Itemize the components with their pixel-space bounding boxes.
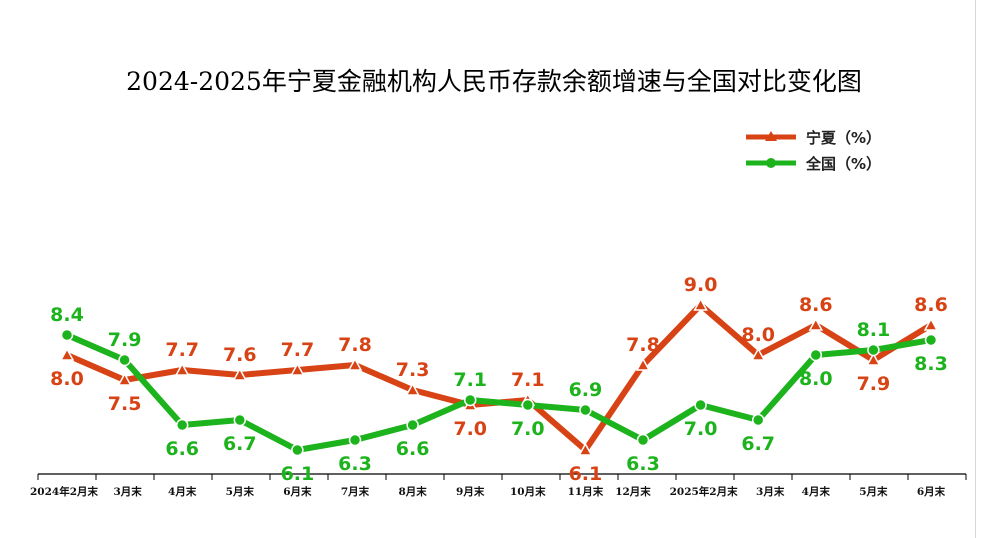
legend-swatch-national <box>746 158 796 168</box>
data-label-ningxia: 7.9 <box>857 373 891 395</box>
data-point-ningxia <box>808 317 824 331</box>
data-label-national: 7.9 <box>108 329 142 351</box>
legend: 宁夏（%） 全国（%） <box>744 124 881 176</box>
x-tick-label: 9月末 <box>456 485 485 498</box>
x-tick-label: 5月末 <box>226 485 255 498</box>
data-point-ningxia <box>693 297 708 311</box>
data-point-national <box>463 393 477 407</box>
x-tick-label: 6月末 <box>283 485 312 498</box>
x-tick-label: 4月末 <box>168 485 197 498</box>
data-label-national: 7.1 <box>453 369 487 391</box>
x-tick-label: 10月末 <box>510 485 546 498</box>
data-point-national <box>291 443 304 457</box>
data-label-ningxia: 7.7 <box>281 339 315 361</box>
x-tick-label: 2024年2月末 <box>30 485 99 498</box>
legend-item-ningxia: 宁夏（%） <box>744 124 881 150</box>
data-label-national: 6.7 <box>741 433 775 455</box>
x-tick-label: 5月末 <box>859 485 888 498</box>
data-label-ningxia: 7.8 <box>626 334 660 356</box>
data-label-national: 8.0 <box>799 368 833 390</box>
data-point-national <box>751 413 765 427</box>
data-point-ningxia <box>290 362 305 376</box>
data-point-national <box>636 433 650 447</box>
data-label-national: 6.6 <box>165 438 199 460</box>
data-point-national <box>924 333 938 347</box>
data-label-ningxia: 8.6 <box>914 294 948 316</box>
x-tick-label: 3月末 <box>113 485 142 498</box>
data-point-ningxia <box>750 347 766 361</box>
data-point-national <box>348 433 362 447</box>
data-label-national: 8.4 <box>50 304 84 326</box>
series-line-national <box>64 332 934 453</box>
data-point-ningxia <box>232 367 248 381</box>
x-tick-label: 6月末 <box>917 485 946 498</box>
data-label-national: 7.0 <box>511 418 545 440</box>
data-label-ningxia: 9.0 <box>684 274 718 296</box>
data-point-ningxia <box>923 317 939 331</box>
legend-item-national: 全国（%） <box>744 150 881 176</box>
data-point-ningxia <box>174 362 190 376</box>
data-point-ningxia <box>405 382 420 396</box>
data-point-national <box>118 353 131 367</box>
x-tick-label: 8月末 <box>398 485 427 498</box>
legend-swatch-ningxia <box>746 131 796 141</box>
data-point-national <box>867 343 880 357</box>
legend-label-ningxia: 宁夏（%） <box>806 128 882 147</box>
data-point-ningxia <box>117 372 132 386</box>
data-label-national: 6.7 <box>223 433 257 455</box>
data-point-national <box>579 403 592 417</box>
data-label-ningxia: 7.6 <box>223 344 257 366</box>
data-label-ningxia: 8.0 <box>50 368 84 390</box>
data-label-ningxia: 7.7 <box>165 339 199 361</box>
legend-label-national: 全国（%） <box>806 154 882 173</box>
data-point-ningxia <box>866 352 881 366</box>
data-label-national: 6.1 <box>281 463 315 485</box>
data-label-national: 8.3 <box>914 353 948 375</box>
data-point-ningxia <box>578 442 593 456</box>
data-label-ningxia: 7.0 <box>453 418 487 440</box>
data-point-ningxia <box>635 357 651 371</box>
data-label-ningxia: 7.5 <box>108 393 142 415</box>
data-label-national: 6.9 <box>569 379 603 401</box>
x-tick-label: 4月末 <box>802 485 831 498</box>
frame-edge <box>975 0 976 538</box>
x-tick-label: 12月末 <box>615 485 651 498</box>
data-label-ningxia: 7.1 <box>511 369 545 391</box>
x-tick-label: 11月末 <box>568 485 604 498</box>
data-label-national: 6.3 <box>338 453 372 475</box>
data-label-national: 6.3 <box>626 453 660 475</box>
data-label-national: 8.1 <box>857 319 891 341</box>
data-point-national <box>175 418 189 432</box>
x-tick-label: 7月末 <box>341 485 370 498</box>
data-label-ningxia: 8.6 <box>799 294 833 316</box>
data-point-national <box>694 398 707 412</box>
data-label-ningxia: 7.3 <box>396 359 430 381</box>
data-label-ningxia: 7.8 <box>338 334 372 356</box>
data-label-national: 7.0 <box>684 418 718 440</box>
data-point-national <box>233 413 247 427</box>
x-tick-label: 2025年2月末 <box>670 485 739 498</box>
data-label-ningxia: 8.0 <box>741 324 775 346</box>
data-point-national <box>406 418 419 432</box>
data-label-ningxia: 6.1 <box>569 463 603 485</box>
data-point-ningxia <box>59 347 75 361</box>
x-tick-label: 3月末 <box>756 485 785 498</box>
chart-title: 2024-2025年宁夏金融机构人民币存款余额增速与全国对比变化图 <box>126 67 862 96</box>
data-point-national <box>809 348 823 362</box>
data-point-national <box>521 398 535 412</box>
data-point-national <box>60 328 74 342</box>
data-label-national: 6.6 <box>396 438 430 460</box>
data-point-ningxia <box>347 357 363 371</box>
